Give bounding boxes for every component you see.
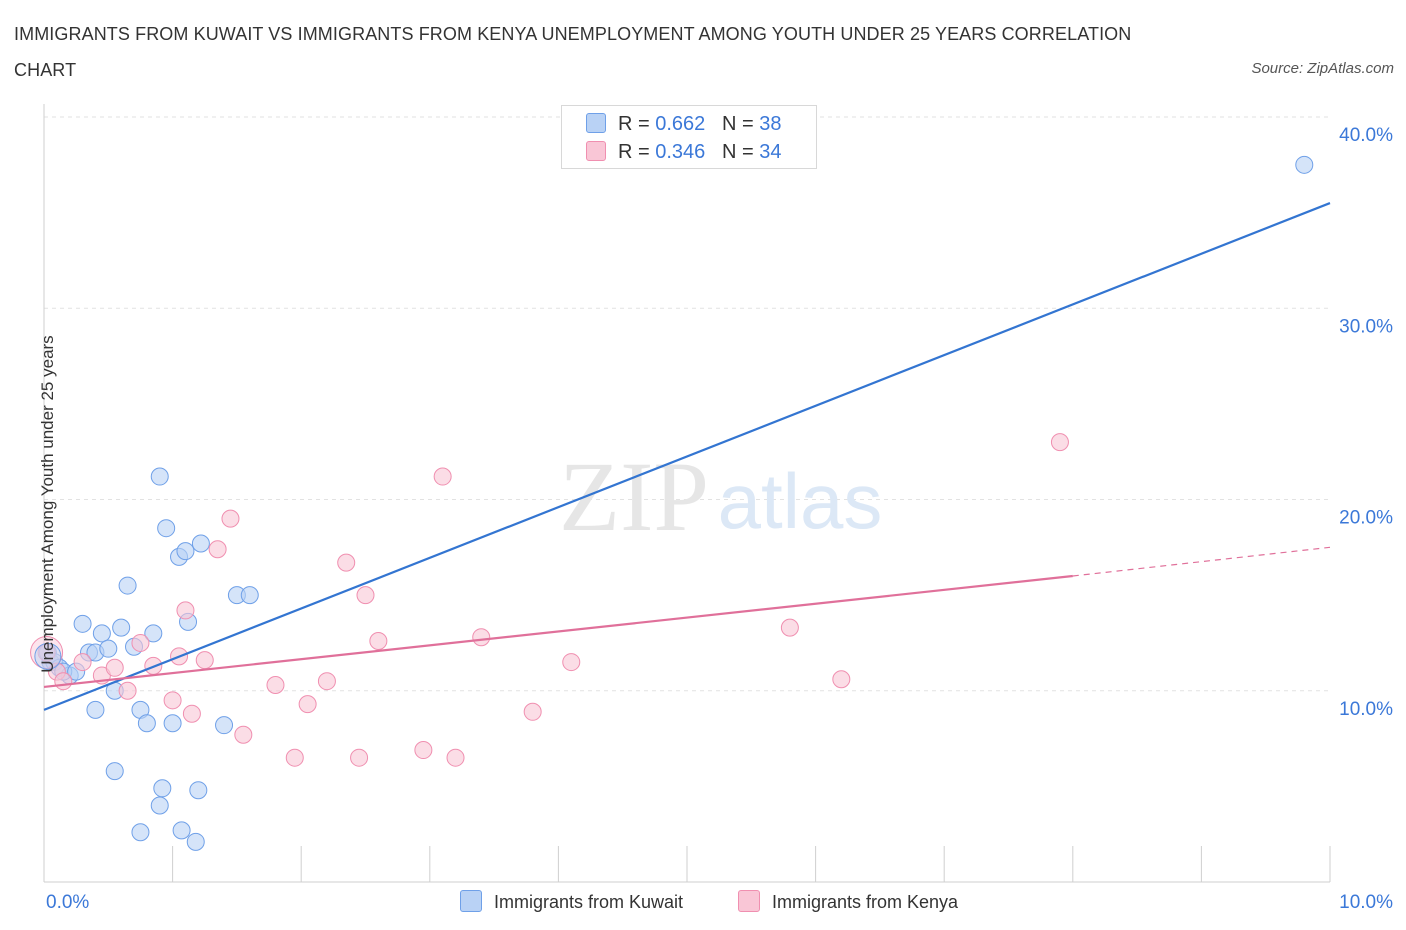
series-swatch-kuwait	[460, 890, 482, 912]
y-tick-label-2: 30.0%	[1339, 316, 1393, 337]
y-tick-label-0: 10.0%	[1339, 699, 1393, 720]
trend-lines	[43, 202, 1331, 711]
point-kenya-26	[433, 467, 452, 486]
legend-row-kuwait: R = 0.662 N = 38	[586, 113, 781, 137]
point-kuwait-12	[118, 576, 137, 595]
gridlines	[44, 116, 1330, 692]
legend-r-label: R =	[618, 113, 650, 135]
point-kenya-22	[350, 748, 369, 767]
point-kuwait-28	[86, 700, 105, 719]
point-kuwait-27	[240, 586, 259, 605]
point-kuwait-33	[186, 832, 205, 851]
y-axis-label-wrap: Unemployment Among Youth under 25 years	[18, 0, 57, 930]
point-kuwait-16	[144, 624, 163, 643]
point-kuwait-29	[105, 762, 124, 781]
point-kenya-25	[414, 741, 433, 760]
legend-r-value-kenya: 0.346	[655, 141, 706, 163]
legend-r-label: R =	[618, 141, 650, 163]
point-kuwait-11	[112, 618, 131, 637]
legend-n-label: N =	[721, 141, 754, 163]
point-kuwait-34	[172, 821, 191, 840]
legend-n-value-kenya: 34	[759, 141, 782, 163]
point-kuwait-8	[92, 624, 111, 643]
point-kuwait-23	[189, 781, 208, 800]
point-kenya-19	[298, 695, 317, 714]
legend-swatch-kuwait	[586, 113, 606, 133]
y-tick-label-3: 40.0%	[1339, 125, 1393, 146]
point-kenya-30	[562, 653, 581, 672]
chart-source: Source: ZipAtlas.com	[1251, 60, 1394, 77]
series-name-kuwait: Immigrants from Kuwait	[494, 892, 684, 912]
series-legend-kuwait: Immigrants from Kuwait	[460, 890, 683, 913]
trend-line-kenya	[43, 574, 1073, 689]
point-kenya-23	[356, 586, 375, 605]
point-kenya-33	[1050, 433, 1069, 452]
point-kuwait-25	[215, 716, 234, 735]
point-kuwait-21	[176, 542, 195, 561]
trend-line-kenya-extension	[1072, 546, 1331, 577]
legend-swatch-kenya	[586, 141, 606, 161]
point-kenya-27	[446, 748, 465, 767]
legend-r-value-kuwait: 0.662	[655, 113, 706, 135]
point-kenya-24	[369, 632, 388, 651]
point-kuwait-19	[163, 714, 182, 733]
point-kenya-31	[780, 618, 799, 637]
point-kenya-5	[105, 658, 124, 677]
x-tick-label-right: 10.0%	[1339, 892, 1393, 913]
point-kenya-11	[176, 601, 195, 620]
series-swatch-kenya	[738, 890, 760, 912]
point-kuwait-30	[131, 823, 150, 842]
legend-n-value-kuwait: 38	[759, 113, 782, 135]
point-kenya-12	[182, 704, 201, 723]
point-kenya-7	[131, 633, 150, 652]
trend-line-kuwait	[43, 202, 1331, 711]
point-kenya-13	[195, 651, 214, 670]
point-kenya-3	[73, 653, 92, 672]
y-tick-label-1: 20.0%	[1339, 508, 1393, 529]
point-kuwait-15	[137, 714, 156, 733]
legend-row-kenya: R = 0.346 N = 34	[586, 141, 781, 165]
chart-title: IMMIGRANTS FROM KUWAIT VS IMMIGRANTS FRO…	[14, 24, 1132, 80]
point-kuwait-cluster	[34, 642, 62, 670]
watermark-atlas: atlas	[718, 457, 883, 545]
y-axis-label: Unemployment Among Youth under 25 years	[38, 335, 57, 673]
point-kuwait-35	[1295, 155, 1314, 174]
point-kenya-21	[337, 553, 356, 572]
series-legend-kenya: Immigrants from Kenya	[738, 890, 958, 913]
tick-labels: 10.0% 20.0% 30.0% 40.0% 0.0% 10.0%	[46, 125, 1393, 913]
point-kuwait-18	[157, 519, 176, 538]
series-name-kenya: Immigrants from Kenya	[772, 892, 959, 912]
point-kenya-18	[285, 748, 304, 767]
point-kenya-32	[832, 670, 851, 689]
point-kenya-cluster	[30, 636, 64, 669]
point-kuwait-31	[153, 779, 172, 798]
correlation-legend: R = 0.662 N = 38 R = 0.346 N = 34	[561, 105, 817, 169]
point-kuwait-24	[191, 534, 210, 553]
data-points	[30, 155, 1314, 851]
axes	[43, 104, 1331, 883]
point-kenya-6	[118, 681, 137, 700]
point-kenya-16	[234, 725, 253, 744]
point-kenya-14	[208, 540, 227, 559]
point-kuwait-17	[150, 467, 169, 486]
x-tick-label-left: 0.0%	[46, 892, 89, 913]
point-kuwait-32	[150, 796, 169, 815]
point-kenya-20	[317, 672, 336, 691]
legend-n-label: N =	[721, 113, 754, 135]
point-kenya-0	[37, 643, 56, 662]
point-kenya-9	[163, 691, 182, 710]
point-kuwait-5	[73, 614, 92, 633]
point-kuwait-9	[99, 639, 118, 658]
point-kenya-15	[221, 509, 240, 528]
point-kenya-29	[523, 702, 542, 721]
point-kenya-17	[266, 676, 285, 695]
point-kenya-28	[472, 628, 491, 647]
